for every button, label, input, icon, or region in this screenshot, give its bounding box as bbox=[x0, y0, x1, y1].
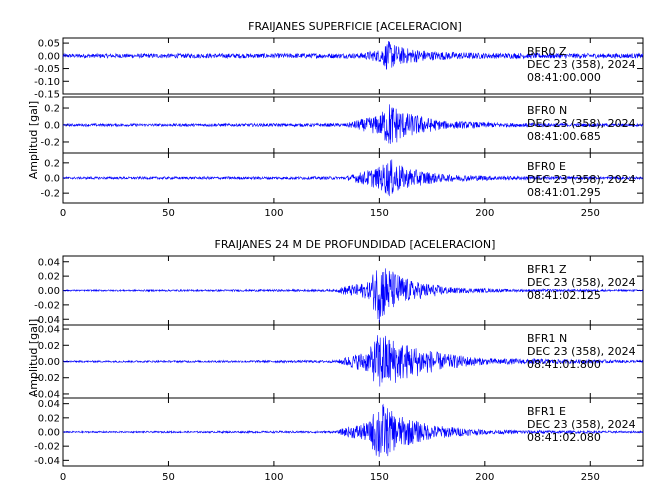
x-tick-label: 250 bbox=[581, 208, 600, 219]
upper-title: FRAIJANES SUPERFICIE [ACELERACION] bbox=[248, 20, 462, 33]
station-date: DEC 23 (358), 2024 bbox=[527, 418, 636, 431]
y-tick-label: -0.02 bbox=[34, 300, 60, 311]
station-date: DEC 23 (358), 2024 bbox=[527, 173, 636, 186]
y-tick-label: 0.00 bbox=[38, 428, 60, 439]
y-tick-label: 0.02 bbox=[38, 272, 60, 283]
station-date: DEC 23 (358), 2024 bbox=[527, 117, 636, 130]
y-tick-label: 0.2 bbox=[44, 104, 60, 115]
lower-y-axis-label: Amplitud [gal] bbox=[27, 319, 40, 397]
y-tick-label: 0.0 bbox=[44, 121, 60, 132]
lower-title: FRAIJANES 24 M DE PROFUNDIDAD [ACELERACI… bbox=[215, 238, 496, 251]
y-tick-label: 0.02 bbox=[38, 341, 60, 352]
station-label: BFR0 E bbox=[527, 160, 566, 173]
station-label: BFR1 E bbox=[527, 405, 566, 418]
x-tick-label: 150 bbox=[370, 208, 389, 219]
y-tick-label: 0.0 bbox=[44, 174, 60, 185]
station-time: 08:41:01.295 bbox=[527, 186, 601, 199]
x-tick-label: 150 bbox=[370, 472, 389, 483]
x-tick-label: 50 bbox=[162, 208, 175, 219]
y-tick-label: 0.00 bbox=[38, 357, 60, 368]
x-tick-label: 200 bbox=[475, 472, 494, 483]
waveform-line-bfr1-z bbox=[62, 268, 644, 323]
y-tick-label: -0.02 bbox=[34, 373, 60, 384]
waveform-line-bfr0-n bbox=[62, 104, 644, 144]
x-tick-label: 200 bbox=[475, 208, 494, 219]
station-time: 08:41:01.800 bbox=[527, 358, 601, 371]
waveform-line-bfr1-e bbox=[62, 403, 644, 457]
station-time: 08:41:00.000 bbox=[527, 71, 601, 84]
x-tick-label: 250 bbox=[581, 472, 600, 483]
y-tick-label: 0.04 bbox=[38, 325, 60, 336]
y-tick-label: -0.02 bbox=[34, 442, 60, 453]
x-tick-label: 0 bbox=[60, 208, 66, 219]
station-label: BFR0 N bbox=[527, 104, 567, 117]
station-date: DEC 23 (358), 2024 bbox=[527, 58, 636, 71]
y-tick-label: 0.04 bbox=[38, 399, 60, 410]
upper-y-axis-label: Amplitud [gal] bbox=[27, 101, 40, 179]
panel-frame bbox=[62, 37, 644, 95]
y-tick-label: -0.15 bbox=[34, 90, 60, 101]
station-date: DEC 23 (358), 2024 bbox=[527, 345, 636, 358]
y-tick-label: 0.2 bbox=[44, 158, 60, 169]
x-tick-label: 100 bbox=[264, 472, 283, 483]
y-tick-label: 0.02 bbox=[38, 413, 60, 424]
upper-panel-group: FRAIJANES SUPERFICIE [ACELERACION] Ampli… bbox=[27, 20, 644, 204]
y-tick-label: 0.00 bbox=[38, 286, 60, 297]
y-tick-label: -0.04 bbox=[34, 315, 60, 326]
y-tick-label: -0.2 bbox=[40, 137, 60, 148]
y-tick-label: 0.04 bbox=[38, 257, 60, 268]
waveform-line-bfr1-n bbox=[62, 335, 644, 387]
station-label: BFR0 Z bbox=[527, 45, 567, 58]
station-label: BFR1 N bbox=[527, 332, 567, 345]
waveform-line-bfr0-z bbox=[62, 41, 644, 70]
station-date: DEC 23 (358), 2024 bbox=[527, 276, 636, 289]
x-tick-label: 50 bbox=[162, 472, 175, 483]
station-label: BFR1 Z bbox=[527, 263, 567, 276]
station-time: 08:41:02.080 bbox=[527, 431, 601, 444]
x-tick-label: 100 bbox=[264, 208, 283, 219]
y-tick-label: -0.2 bbox=[40, 189, 60, 200]
x-tick-label: 0 bbox=[60, 472, 66, 483]
waveform-line-bfr0-e bbox=[62, 159, 644, 197]
y-tick-label: -0.04 bbox=[34, 389, 60, 400]
y-tick-label: -0.05 bbox=[34, 64, 60, 75]
y-tick-label: 0.05 bbox=[38, 39, 60, 50]
y-tick-label: -0.10 bbox=[34, 77, 60, 88]
station-time: 08:41:00.685 bbox=[527, 130, 601, 143]
y-tick-label: -0.04 bbox=[34, 456, 60, 467]
station-time: 08:41:02.125 bbox=[527, 289, 601, 302]
y-tick-label: 0.00 bbox=[38, 51, 60, 62]
lower-panel-group: FRAIJANES 24 M DE PROFUNDIDAD [ACELERACI… bbox=[27, 238, 644, 467]
